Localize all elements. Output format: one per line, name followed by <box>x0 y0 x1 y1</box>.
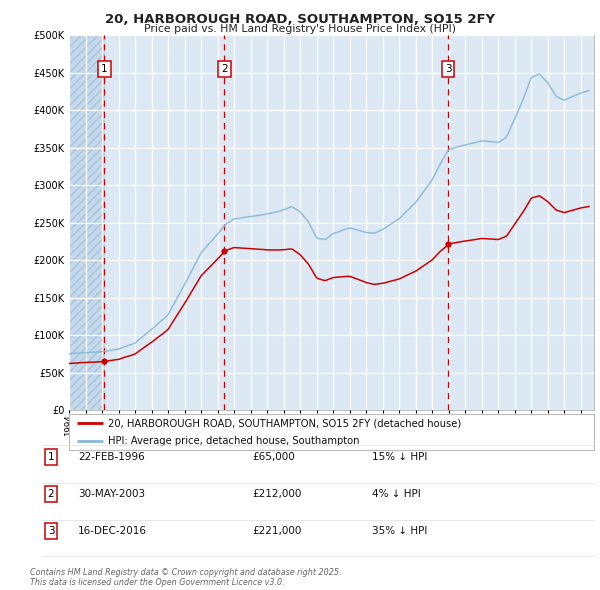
Text: 15% ↓ HPI: 15% ↓ HPI <box>372 453 427 462</box>
Text: £221,000: £221,000 <box>252 526 301 536</box>
Text: Price paid vs. HM Land Registry's House Price Index (HPI): Price paid vs. HM Land Registry's House … <box>144 24 456 34</box>
Text: 22-FEB-1996: 22-FEB-1996 <box>78 453 145 462</box>
Text: 2: 2 <box>47 489 55 499</box>
Text: 2: 2 <box>221 64 227 74</box>
Text: Contains HM Land Registry data © Crown copyright and database right 2025.
This d: Contains HM Land Registry data © Crown c… <box>30 568 341 587</box>
Text: £65,000: £65,000 <box>252 453 295 462</box>
Bar <box>69 35 104 410</box>
Text: HPI: Average price, detached house, Southampton: HPI: Average price, detached house, Sout… <box>109 436 360 445</box>
Bar <box>69 35 104 410</box>
Text: 1: 1 <box>101 64 107 74</box>
Text: 3: 3 <box>47 526 55 536</box>
Text: 16-DEC-2016: 16-DEC-2016 <box>78 526 147 536</box>
Text: 20, HARBOROUGH ROAD, SOUTHAMPTON, SO15 2FY: 20, HARBOROUGH ROAD, SOUTHAMPTON, SO15 2… <box>105 13 495 26</box>
Text: £212,000: £212,000 <box>252 489 301 499</box>
Text: 1: 1 <box>47 453 55 462</box>
Text: 35% ↓ HPI: 35% ↓ HPI <box>372 526 427 536</box>
Text: 30-MAY-2003: 30-MAY-2003 <box>78 489 145 499</box>
Text: 3: 3 <box>445 64 451 74</box>
Text: 4% ↓ HPI: 4% ↓ HPI <box>372 489 421 499</box>
Text: 20, HARBOROUGH ROAD, SOUTHAMPTON, SO15 2FY (detached house): 20, HARBOROUGH ROAD, SOUTHAMPTON, SO15 2… <box>109 418 461 428</box>
